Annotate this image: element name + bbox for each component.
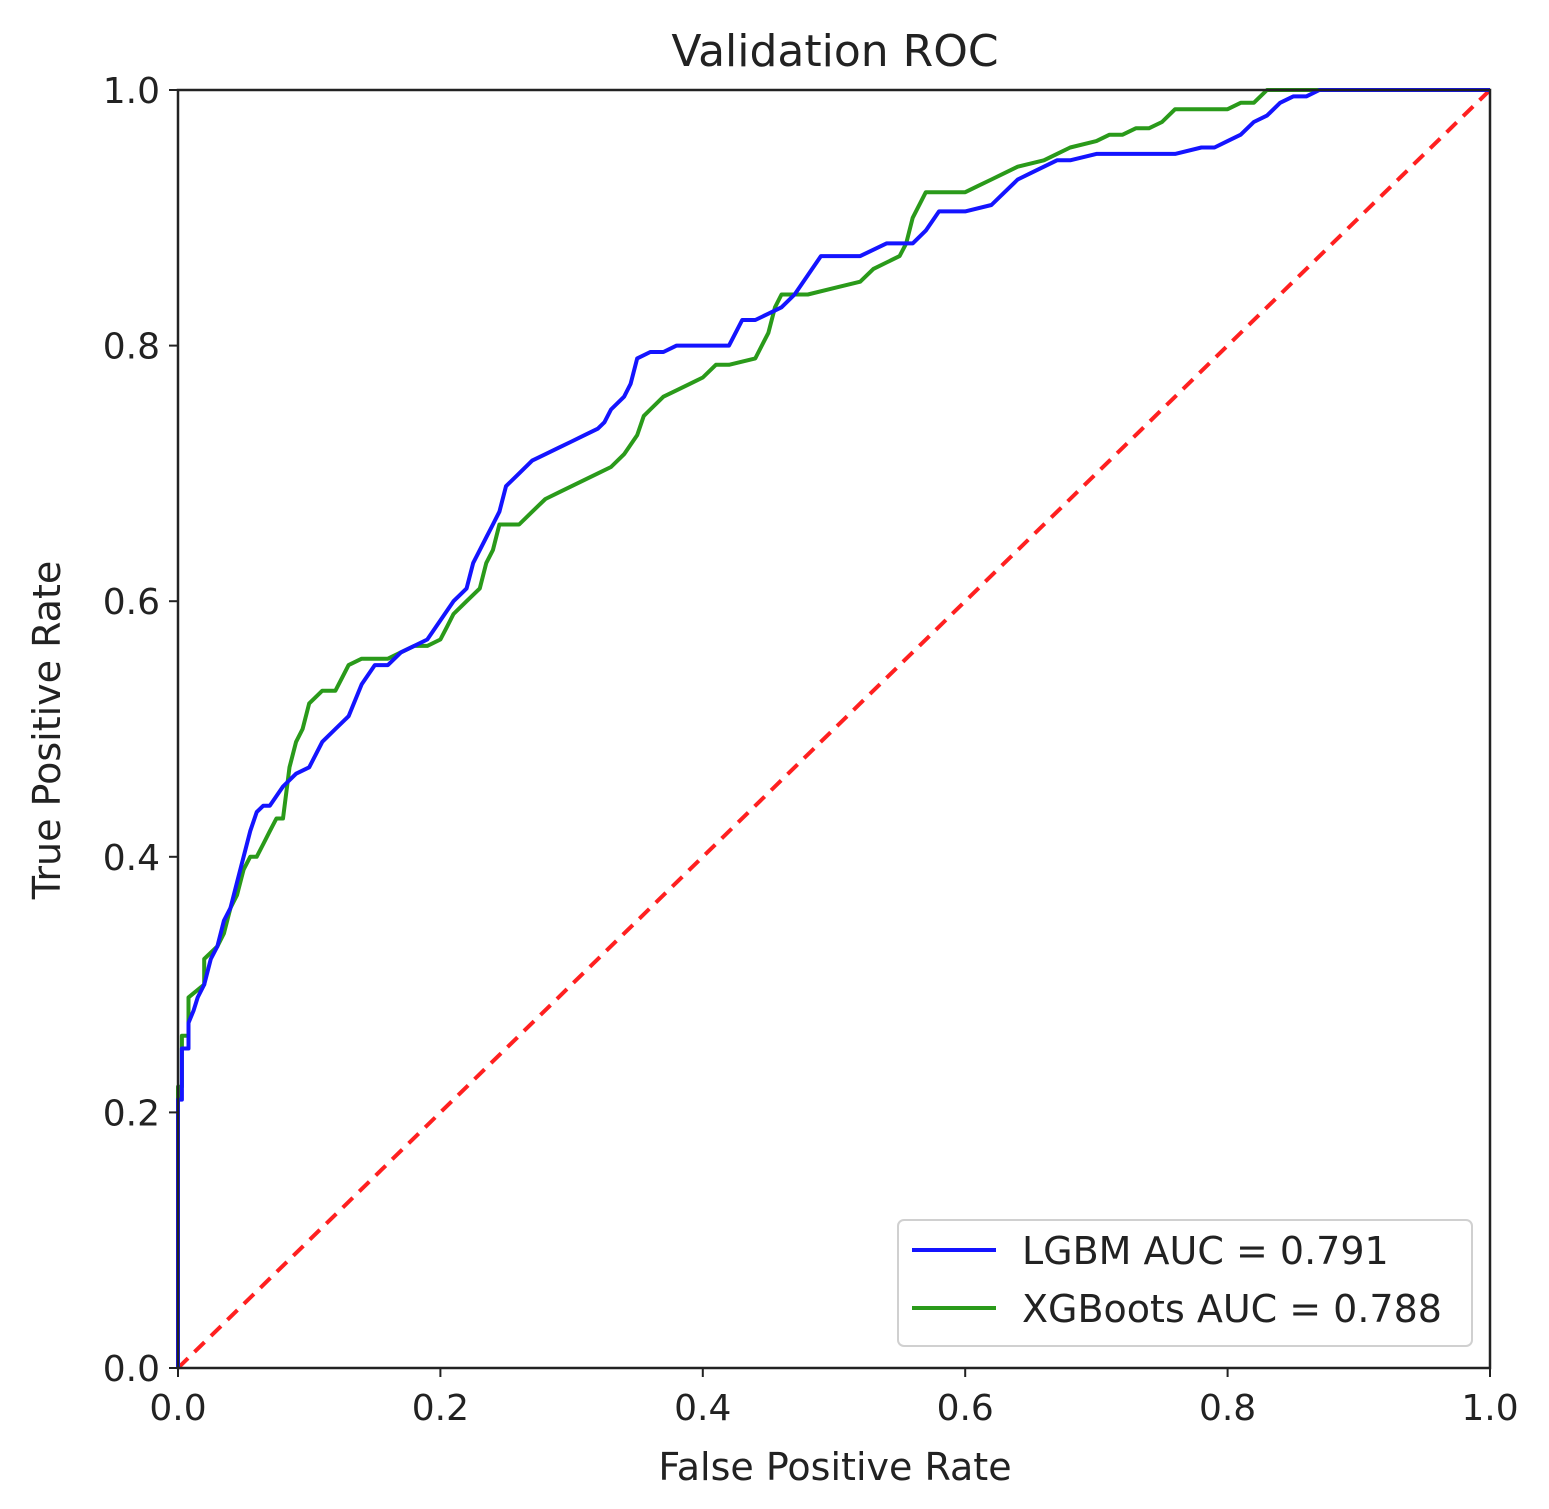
x-axis-label: False Positive Rate	[658, 1445, 1011, 1489]
plot-frame	[176, 88, 1492, 1370]
lgbm-roc-line	[176, 88, 1490, 1368]
legend-label-xgboots: XGBoots AUC = 0.788	[1022, 1287, 1442, 1331]
x-tick-label: 0.6	[937, 1388, 994, 1429]
x-tick-label: 0.0	[149, 1388, 206, 1429]
chance-diagonal-line	[176, 88, 1492, 1370]
y-tick-label: 0.0	[103, 1349, 160, 1390]
y-axis-label: True Positive Rate	[25, 561, 69, 901]
xgboots-roc-line	[176, 88, 1490, 1368]
x-tick-label: 0.2	[412, 1388, 469, 1429]
y-tick-label: 0.8	[103, 327, 160, 368]
legend: LGBM AUC = 0.791 XGBoots AUC = 0.788	[897, 1219, 1473, 1347]
legend-box	[897, 1219, 1473, 1347]
y-tick-label: 0.2	[103, 1093, 160, 1134]
chart-title: Validation ROC	[671, 26, 998, 77]
legend-label-lgbm: LGBM AUC = 0.791	[1022, 1229, 1389, 1273]
axis-ticks: 0.0 0.2 0.4 0.6 0.8 1.0 0.0 0.2 0.4 0.6 0.8 1.0	[103, 71, 1519, 1429]
y-tick-label: 0.6	[103, 582, 160, 623]
x-tick-label: 1.0	[1461, 1388, 1518, 1429]
y-tick-label: 0.4	[103, 838, 160, 879]
x-tick-label: 0.8	[1199, 1388, 1256, 1429]
y-tick-label: 1.0	[103, 71, 160, 112]
plot-lines	[176, 88, 1492, 1370]
x-tick-label: 0.4	[674, 1388, 731, 1429]
